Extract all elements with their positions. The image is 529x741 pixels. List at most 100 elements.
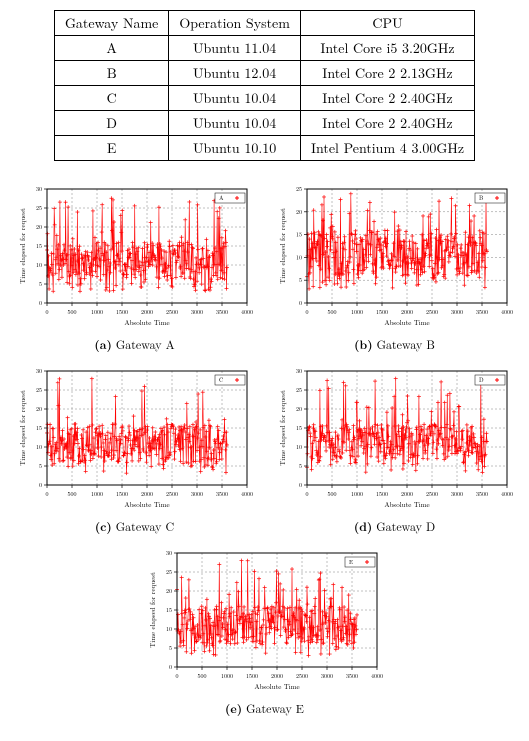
svg-text:0: 0 (168, 662, 171, 671)
svg-text:25: 25 (35, 203, 41, 212)
svg-text:500: 500 (67, 489, 76, 498)
table-row: CUbuntu 10.04Intel Core 2 2.40GHz (54, 86, 474, 111)
svg-text:3000: 3000 (190, 307, 202, 316)
svg-text:3500: 3500 (215, 307, 227, 316)
svg-text:2500: 2500 (425, 307, 437, 316)
table-cell: Intel Pentium 4 3.00GHz (300, 136, 474, 161)
svg-text:Absolute Time: Absolute Time (124, 318, 169, 328)
plot-cell: 0500100015002000250030003500400005101520… (15, 363, 255, 535)
table-cell: Intel Core 2 2.13GHz (300, 61, 474, 86)
scatter-plot: 0500100015002000250030003500400005101520… (145, 545, 385, 695)
svg-text:30: 30 (35, 184, 41, 193)
svg-text:15: 15 (295, 423, 301, 432)
svg-text:Absolute Time: Absolute Time (254, 682, 299, 692)
subcaption: (b) Gateway B (275, 335, 515, 353)
svg-text:3500: 3500 (345, 671, 357, 680)
svg-text:20: 20 (295, 207, 301, 216)
svg-text:4000: 4000 (370, 671, 382, 680)
subcaption-tag: (d) (354, 517, 372, 535)
svg-text:10: 10 (165, 624, 171, 633)
svg-text:0: 0 (175, 671, 178, 680)
svg-text:1500: 1500 (115, 307, 127, 316)
svg-text:15: 15 (35, 423, 41, 432)
svg-text:30: 30 (165, 548, 171, 557)
svg-text:3000: 3000 (450, 489, 462, 498)
svg-text:2500: 2500 (425, 489, 437, 498)
subcaption-tag: (b) (354, 335, 372, 353)
svg-text:1500: 1500 (115, 489, 127, 498)
table-row: DUbuntu 10.04Intel Core 2 2.40GHz (54, 111, 474, 136)
svg-text:5: 5 (38, 461, 41, 470)
subcaption-text: Gateway E (246, 700, 304, 717)
svg-text:1000: 1000 (350, 307, 362, 316)
svg-text:20: 20 (295, 404, 301, 413)
table-header: Operation System (169, 11, 301, 36)
gateway-table: Gateway Name Operation System CPU AUbunt… (54, 10, 475, 161)
table-cell: Ubuntu 10.04 (169, 86, 301, 111)
svg-text:20: 20 (35, 404, 41, 413)
svg-text:2500: 2500 (165, 489, 177, 498)
svg-text:3500: 3500 (475, 307, 487, 316)
svg-text:0: 0 (38, 480, 41, 489)
svg-text:0: 0 (298, 298, 301, 307)
svg-text:3000: 3000 (320, 671, 332, 680)
svg-text:4000: 4000 (240, 489, 252, 498)
plot-cell: 0500100015002000250030003500400005101520… (15, 181, 255, 353)
svg-text:0: 0 (38, 298, 41, 307)
svg-text:10: 10 (35, 260, 41, 269)
svg-text:10: 10 (295, 252, 301, 261)
svg-text:25: 25 (165, 567, 171, 576)
svg-text:0: 0 (305, 307, 308, 316)
svg-text:E: E (349, 557, 353, 566)
svg-text:Time elapsed for request: Time elapsed for request (278, 390, 288, 466)
svg-text:5: 5 (298, 275, 301, 284)
svg-text:4000: 4000 (240, 307, 252, 316)
table-cell: Intel Core 2 2.40GHz (300, 86, 474, 111)
table-row: EUbuntu 10.10Intel Pentium 4 3.00GHz (54, 136, 474, 161)
svg-text:4000: 4000 (500, 307, 512, 316)
subcaption: (d) Gateway D (275, 517, 515, 535)
svg-text:Absolute Time: Absolute Time (384, 318, 429, 328)
svg-text:2000: 2000 (400, 307, 412, 316)
table-cell: C (54, 86, 168, 111)
svg-text:15: 15 (295, 230, 301, 239)
table-cell: Ubuntu 11.04 (169, 36, 301, 61)
svg-text:10: 10 (35, 442, 41, 451)
plots-grid: 0500100015002000250030003500400005101520… (10, 181, 519, 717)
table-cell: A (54, 36, 168, 61)
svg-text:0: 0 (298, 480, 301, 489)
svg-text:25: 25 (295, 385, 301, 394)
table-cell: Ubuntu 10.10 (169, 136, 301, 161)
subcaption-text: Gateway C (116, 518, 174, 535)
plot-cell: 0500100015002000250030003500400005101520… (275, 181, 515, 353)
svg-text:15: 15 (35, 241, 41, 250)
subcaption-text: Gateway A (116, 336, 175, 353)
svg-text:5: 5 (38, 279, 41, 288)
subcaption-tag: (a) (94, 335, 111, 353)
svg-text:1000: 1000 (90, 489, 102, 498)
svg-text:1500: 1500 (245, 671, 257, 680)
table-cell: E (54, 136, 168, 161)
svg-text:20: 20 (165, 586, 171, 595)
svg-text:C: C (219, 375, 223, 384)
table-row: BUbuntu 12.04Intel Core 2 2.13GHz (54, 61, 474, 86)
svg-text:Absolute Time: Absolute Time (124, 500, 169, 510)
table-cell: Ubuntu 12.04 (169, 61, 301, 86)
svg-text:25: 25 (295, 184, 301, 193)
svg-text:2500: 2500 (165, 307, 177, 316)
svg-text:2000: 2000 (140, 489, 152, 498)
svg-text:5: 5 (298, 461, 301, 470)
svg-text:0: 0 (305, 489, 308, 498)
subcaption-tag: (c) (95, 517, 112, 535)
svg-text:Time elapsed for request: Time elapsed for request (18, 208, 28, 284)
plot-cell: 0500100015002000250030003500400005101520… (145, 545, 385, 717)
svg-text:20: 20 (35, 222, 41, 231)
svg-text:Absolute Time: Absolute Time (384, 500, 429, 510)
svg-text:2500: 2500 (295, 671, 307, 680)
svg-text:2000: 2000 (270, 671, 282, 680)
svg-text:5: 5 (168, 643, 171, 652)
subcaption: (a) Gateway A (15, 335, 255, 353)
svg-text:A: A (219, 193, 224, 202)
svg-text:0: 0 (45, 307, 48, 316)
svg-text:3500: 3500 (475, 489, 487, 498)
